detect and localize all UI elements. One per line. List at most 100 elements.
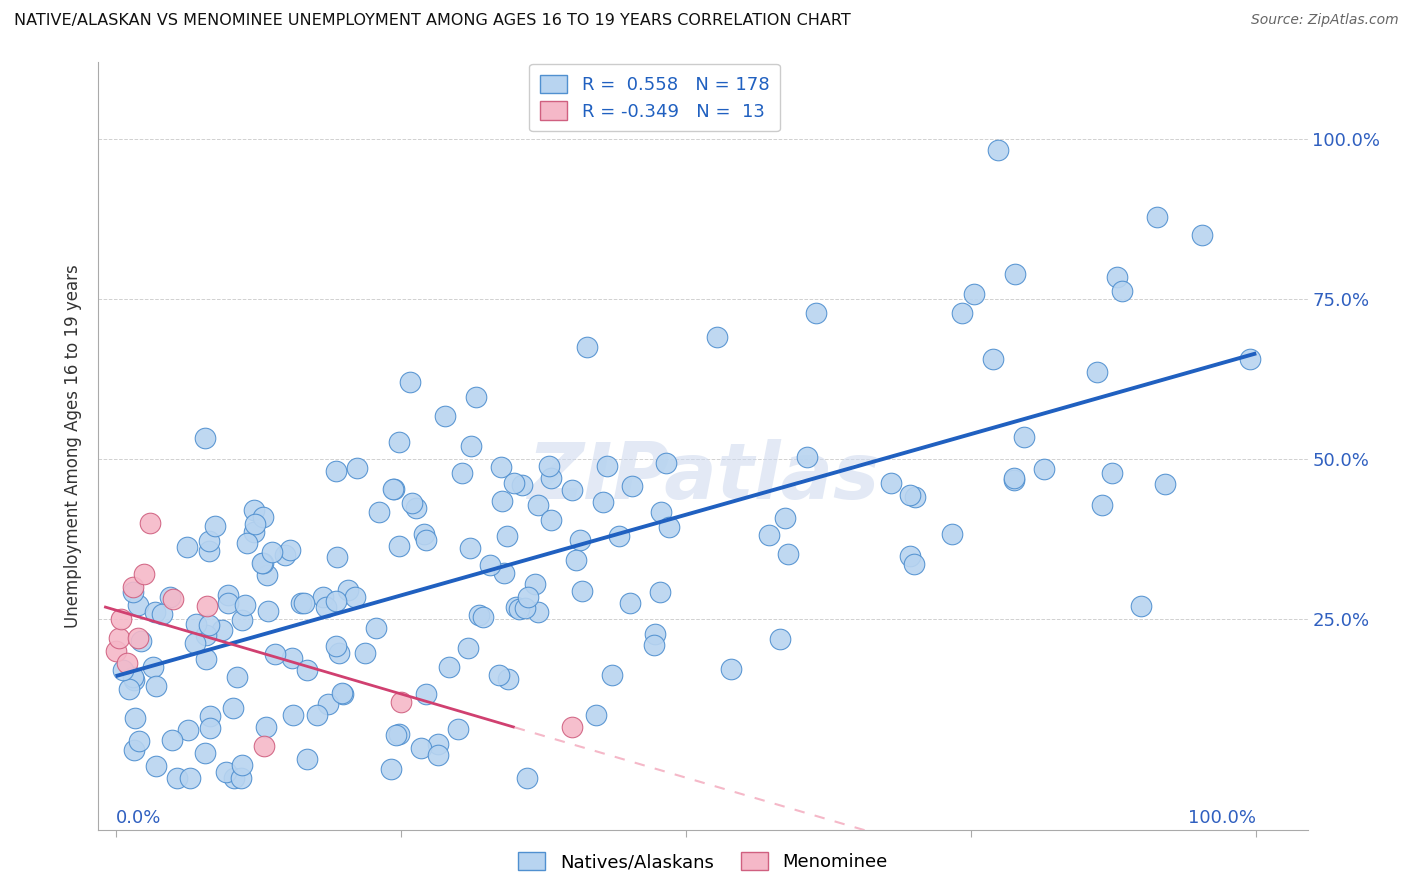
Point xyxy=(325,464,347,478)
Point xyxy=(388,435,411,450)
Point xyxy=(197,543,219,558)
Point xyxy=(316,697,339,711)
Point xyxy=(468,607,491,622)
Point xyxy=(619,596,641,610)
Point xyxy=(537,458,560,473)
Point xyxy=(426,737,449,751)
Point xyxy=(963,287,986,301)
Point xyxy=(502,475,524,490)
Point xyxy=(346,460,368,475)
Point xyxy=(488,667,510,681)
Point xyxy=(194,627,217,641)
Point xyxy=(195,599,218,613)
Point xyxy=(273,548,295,562)
Point xyxy=(122,584,145,599)
Point xyxy=(508,602,530,616)
Point xyxy=(516,772,538,786)
Point xyxy=(1153,476,1175,491)
Text: Source: ZipAtlas.com: Source: ZipAtlas.com xyxy=(1251,13,1399,28)
Point xyxy=(186,616,208,631)
Point xyxy=(1101,466,1123,480)
Point xyxy=(142,660,165,674)
Point xyxy=(224,772,246,786)
Point xyxy=(471,609,494,624)
Point xyxy=(427,747,450,762)
Point xyxy=(159,590,181,604)
Point xyxy=(600,668,623,682)
Point xyxy=(256,604,278,618)
Point xyxy=(250,556,273,570)
Point xyxy=(380,762,402,776)
Y-axis label: Unemployment Among Ages 16 to 19 years: Unemployment Among Ages 16 to 19 years xyxy=(65,264,83,628)
Point xyxy=(166,772,188,786)
Point xyxy=(527,498,550,512)
Point xyxy=(981,352,1004,367)
Point xyxy=(1004,470,1026,484)
Point xyxy=(413,526,436,541)
Point xyxy=(254,720,277,734)
Point xyxy=(139,516,162,530)
Point xyxy=(950,305,973,319)
Point xyxy=(121,580,143,594)
Point xyxy=(129,634,152,648)
Point xyxy=(1111,284,1133,298)
Point xyxy=(127,631,149,645)
Point xyxy=(145,679,167,693)
Point xyxy=(143,605,166,619)
Point xyxy=(620,479,643,493)
Point xyxy=(382,482,405,496)
Point xyxy=(110,612,132,626)
Point xyxy=(540,513,562,527)
Point xyxy=(496,672,519,686)
Point xyxy=(1004,268,1026,282)
Point xyxy=(252,509,274,524)
Point xyxy=(217,596,239,610)
Point xyxy=(326,550,349,565)
Point xyxy=(311,590,333,604)
Point xyxy=(229,772,252,786)
Legend: Natives/Alaskans, Menominee: Natives/Alaskans, Menominee xyxy=(512,845,894,879)
Point xyxy=(517,590,540,604)
Point xyxy=(460,439,482,453)
Point xyxy=(458,541,481,555)
Point xyxy=(337,583,360,598)
Point xyxy=(415,687,437,701)
Point xyxy=(1129,599,1152,613)
Point xyxy=(132,566,155,581)
Point xyxy=(796,450,818,464)
Point xyxy=(243,517,266,532)
Point xyxy=(1032,462,1054,476)
Point xyxy=(773,511,796,525)
Point xyxy=(411,741,433,756)
Point xyxy=(295,752,318,766)
Point xyxy=(162,733,184,747)
Point xyxy=(658,520,681,534)
Point xyxy=(880,476,903,491)
Point xyxy=(607,529,630,543)
Point xyxy=(315,599,337,614)
Point xyxy=(388,727,411,741)
Point xyxy=(233,598,256,612)
Point xyxy=(353,646,375,660)
Point xyxy=(145,759,167,773)
Point xyxy=(184,636,207,650)
Point xyxy=(571,583,593,598)
Point xyxy=(1002,473,1025,487)
Text: ZIPatlas: ZIPatlas xyxy=(527,439,879,515)
Point xyxy=(1085,366,1108,380)
Point xyxy=(479,558,502,572)
Point xyxy=(415,533,437,548)
Point xyxy=(194,746,217,760)
Point xyxy=(325,594,347,608)
Point xyxy=(433,409,456,424)
Point xyxy=(389,695,412,709)
Point xyxy=(447,722,470,736)
Point xyxy=(1239,351,1261,366)
Point xyxy=(596,458,619,473)
Point xyxy=(115,657,138,671)
Point xyxy=(325,639,347,653)
Point xyxy=(198,721,221,735)
Point xyxy=(367,505,389,519)
Point xyxy=(540,471,562,485)
Point xyxy=(204,519,226,533)
